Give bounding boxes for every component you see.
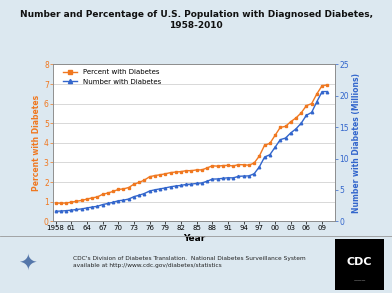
Text: CDC: CDC (347, 257, 372, 267)
Text: CDC's Division of Diabetes Translation.  National Diabetes Surveillance System
a: CDC's Division of Diabetes Translation. … (73, 256, 305, 268)
Y-axis label: Number with Diabetes (Millions): Number with Diabetes (Millions) (352, 73, 361, 213)
Text: Number and Percentage of U.S. Population with Diagnosed Diabetes,
1958-2010: Number and Percentage of U.S. Population… (20, 10, 372, 30)
Y-axis label: Percent with Diabetes: Percent with Diabetes (32, 95, 41, 191)
X-axis label: Year: Year (183, 234, 205, 243)
Legend: Percent with Diabetes, Number with Diabetes: Percent with Diabetes, Number with Diabe… (62, 68, 163, 86)
Text: ———: ——— (354, 279, 366, 283)
Text: ✦: ✦ (18, 254, 37, 275)
